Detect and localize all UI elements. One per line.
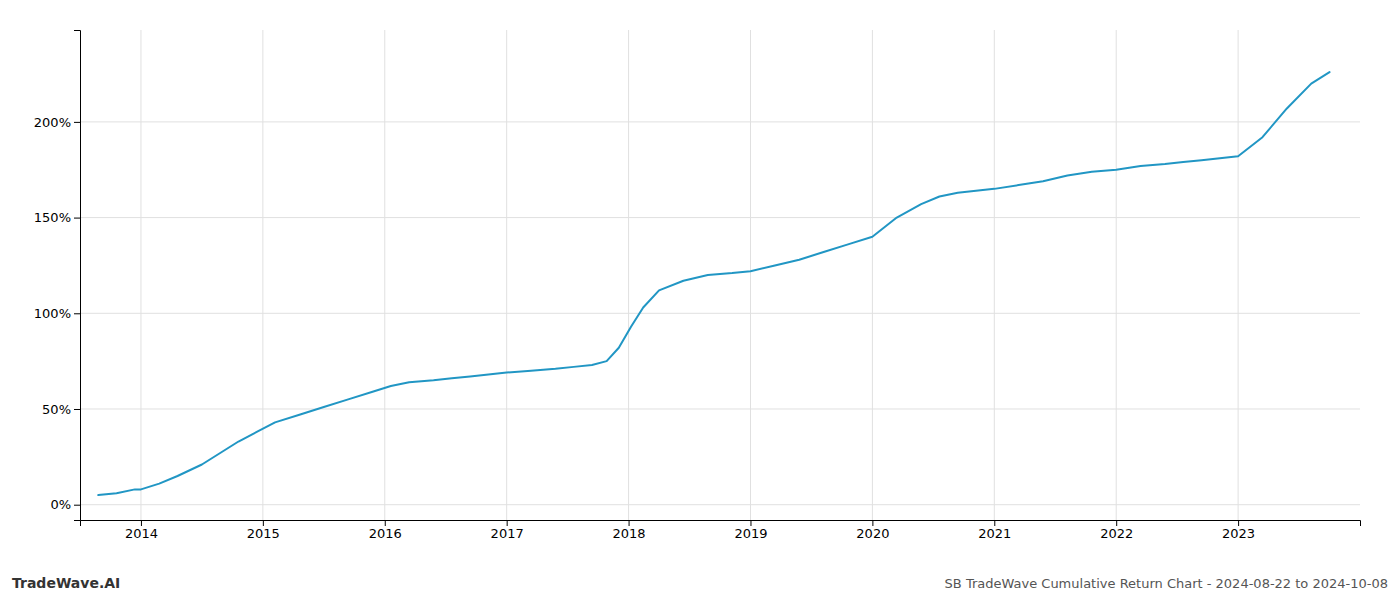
y-tick-label: 0% xyxy=(50,497,71,512)
x-axis: 2014 2015 2016 2017 2018 2019 2020 2021 2022 2023 xyxy=(81,520,1361,541)
x-axis-line xyxy=(81,521,1361,527)
x-grid-line xyxy=(1238,30,1239,520)
x-tick: 2020 xyxy=(856,520,889,541)
y-tick-mark xyxy=(74,122,80,123)
y-grid-line xyxy=(80,121,1360,122)
grid xyxy=(80,30,1360,520)
x-grid-line xyxy=(506,30,507,520)
x-tick-mark xyxy=(507,520,508,526)
plot: 2014 2015 2016 2017 2018 2019 2020 2021 2022 2023… xyxy=(34,30,1361,541)
x-tick-mark xyxy=(1116,520,1117,526)
x-tick-mark xyxy=(750,520,751,526)
y-tick: 200% xyxy=(34,115,80,130)
x-tick-mark xyxy=(872,520,873,526)
x-tick: 2023 xyxy=(1222,520,1255,541)
y-tick-mark xyxy=(74,409,80,410)
x-tick-label: 2021 xyxy=(978,526,1011,541)
x-tick: 2016 xyxy=(369,520,402,541)
y-tick: 100% xyxy=(34,306,80,321)
marks xyxy=(98,72,1329,495)
x-tick-label: 2016 xyxy=(369,526,402,541)
x-grid-line xyxy=(750,30,751,520)
y-tick-label: 200% xyxy=(34,115,71,130)
x-tick-label: 2018 xyxy=(613,526,646,541)
x-tick-mark xyxy=(994,520,995,526)
x-tick-label: 2014 xyxy=(125,526,158,541)
x-grid-line xyxy=(628,30,629,520)
x-tick: 2019 xyxy=(734,520,767,541)
x-tick-label: 2022 xyxy=(1100,526,1133,541)
y-tick: 0% xyxy=(50,497,80,512)
y-tick: 150% xyxy=(34,210,80,225)
y-tick: 50% xyxy=(42,402,80,417)
x-grid-line xyxy=(262,30,263,520)
y-grid-line xyxy=(80,217,1360,218)
y-grid-line xyxy=(80,504,1360,505)
x-tick-label: 2019 xyxy=(734,526,767,541)
x-grid-line xyxy=(1116,30,1117,520)
x-grid-line xyxy=(140,30,141,520)
y-tick-label: 100% xyxy=(34,306,71,321)
y-tick-mark xyxy=(74,505,80,506)
x-tick-label: 2020 xyxy=(856,526,889,541)
x-tick-mark xyxy=(629,520,630,526)
x-tick: 2018 xyxy=(613,520,646,541)
x-tick: 2017 xyxy=(491,520,524,541)
x-tick-mark xyxy=(141,520,142,526)
y-grid-line xyxy=(80,408,1360,409)
y-axis-line xyxy=(74,31,81,521)
y-tick-label: 150% xyxy=(34,210,71,225)
chart: 2014 2015 2016 2017 2018 2019 2020 2021 2022 2023… xyxy=(0,0,1400,600)
x-tick: 2015 xyxy=(247,520,280,541)
x-tick-label: 2017 xyxy=(491,526,524,541)
x-tick-mark xyxy=(385,520,386,526)
line xyxy=(98,72,1329,495)
annotation: SB TradeWave Cumulative Return Chart - 2… xyxy=(945,576,1388,591)
y-tick-mark xyxy=(74,313,80,314)
x-tick-label: 2015 xyxy=(247,526,280,541)
x-tick: 2022 xyxy=(1100,520,1133,541)
x-tick: 2021 xyxy=(978,520,1011,541)
y-tick-label: 50% xyxy=(42,402,71,417)
x-tick-label: 2023 xyxy=(1222,526,1255,541)
x-tick-mark xyxy=(1238,520,1239,526)
x-grid-line xyxy=(384,30,385,520)
y-axis: 0% 50% 100% 150% 200% xyxy=(34,31,81,521)
x-tick-mark xyxy=(263,520,264,526)
x-tick: 2014 xyxy=(125,520,158,541)
x-grid-line xyxy=(994,30,995,520)
x-grid-line xyxy=(872,30,873,520)
y-grid-line xyxy=(80,313,1360,314)
annotation: TradeWave.AI xyxy=(12,575,120,591)
y-tick-mark xyxy=(74,218,80,219)
